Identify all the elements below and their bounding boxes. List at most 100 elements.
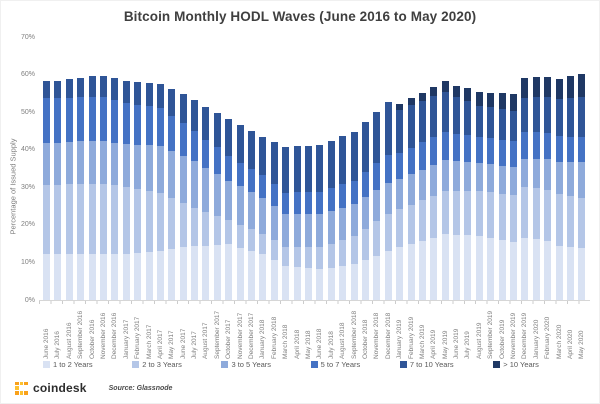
bar-segment bbox=[521, 159, 529, 188]
bar-segment bbox=[327, 211, 335, 244]
stacked-bar bbox=[407, 97, 415, 300]
bar-segment bbox=[498, 165, 506, 194]
bar-segment bbox=[430, 195, 438, 238]
x-axis-label-cell: July 2017 bbox=[191, 304, 198, 359]
stacked-bar bbox=[566, 76, 574, 300]
bar-segment bbox=[304, 192, 312, 215]
bar-segment bbox=[111, 99, 119, 143]
legend-label: 7 to 10 Years bbox=[409, 360, 454, 369]
x-axis-label-cell: April 2018 bbox=[294, 304, 301, 359]
x-axis-label-cell: June 2016 bbox=[43, 304, 50, 359]
coindesk-logo-icon bbox=[15, 381, 28, 395]
x-axis-label: January 2019 bbox=[396, 319, 404, 359]
bar-segment bbox=[566, 76, 574, 99]
stacked-bar bbox=[43, 81, 50, 300]
bar-segment bbox=[510, 241, 518, 300]
logo-pixel bbox=[15, 381, 19, 386]
bar-segment bbox=[282, 146, 290, 193]
stacked-bar bbox=[77, 77, 85, 300]
y-axis-tick-label: 10% bbox=[20, 258, 35, 266]
x-axis-label-cell: March 2017 bbox=[146, 304, 153, 359]
bar-segment bbox=[111, 254, 119, 300]
bar-segment bbox=[134, 144, 142, 190]
stacked-bar bbox=[430, 86, 438, 300]
x-axis-label-cell: August 2016 bbox=[66, 304, 73, 359]
x-axis-label: October 2016 bbox=[88, 319, 96, 359]
bar-segment bbox=[350, 180, 358, 205]
stacked-bar bbox=[532, 77, 540, 300]
bar-segment bbox=[145, 144, 153, 191]
x-axis-label-cell: February 2017 bbox=[134, 304, 141, 359]
bar-segment bbox=[453, 191, 461, 236]
x-axis-label: June 2019 bbox=[453, 328, 461, 359]
x-axis-label-cell: April 2017 bbox=[157, 304, 164, 359]
x-axis-label-cell: February 2018 bbox=[271, 304, 278, 359]
bar-segment bbox=[77, 183, 85, 254]
bar-segment bbox=[384, 102, 392, 155]
x-axis-label: December 2016 bbox=[111, 312, 119, 359]
x-axis-label-cell: September 2018 bbox=[351, 304, 358, 359]
x-axis-label: November 2016 bbox=[99, 312, 107, 359]
bar-segment bbox=[168, 115, 176, 151]
bar-segment bbox=[65, 142, 73, 185]
bar-segment bbox=[327, 243, 335, 268]
x-axis-label-cell: May 2017 bbox=[168, 304, 175, 359]
bar-segment bbox=[350, 236, 358, 265]
bar-segment bbox=[236, 186, 244, 225]
chart-title: Bitcoin Monthly HODL Waves (June 2016 to… bbox=[123, 9, 477, 24]
bar-segment bbox=[361, 259, 369, 300]
x-axis-label: December 2017 bbox=[248, 312, 256, 359]
bar-segment bbox=[168, 150, 176, 198]
x-axis-label: January 2020 bbox=[532, 319, 540, 359]
bar-segment bbox=[555, 136, 563, 162]
bar-segment bbox=[555, 99, 563, 137]
x-axis-label-cell: November 2016 bbox=[100, 304, 107, 359]
bar-segment bbox=[111, 142, 119, 186]
bar-segment bbox=[464, 88, 472, 101]
x-axis-label-cell: February 2019 bbox=[408, 304, 415, 359]
legend-swatch bbox=[221, 361, 229, 368]
bar-segment bbox=[225, 156, 233, 181]
bar-segment bbox=[179, 203, 187, 248]
legend-label: 1 to 2 Years bbox=[53, 360, 93, 369]
bar-segment bbox=[407, 105, 415, 148]
bar-segment bbox=[156, 108, 164, 146]
bar-segment bbox=[487, 164, 495, 193]
x-axis-label-cell: January 2017 bbox=[123, 304, 130, 359]
x-axis-label: March 2019 bbox=[418, 324, 426, 359]
bar-segment bbox=[225, 119, 233, 157]
bar-segment bbox=[77, 141, 85, 184]
bar-segment bbox=[464, 100, 472, 135]
x-axis-label: August 2019 bbox=[475, 322, 483, 359]
bar-segment bbox=[441, 191, 449, 235]
bar-segment bbox=[304, 247, 312, 269]
bar-segment bbox=[578, 136, 586, 163]
bar-segment bbox=[532, 158, 540, 189]
x-axis-label: May 2017 bbox=[168, 330, 176, 359]
stacked-bar bbox=[361, 121, 369, 300]
bar-segment bbox=[350, 264, 358, 300]
bar-segment bbox=[179, 123, 187, 157]
bar-segment bbox=[430, 164, 438, 196]
bar-segment bbox=[304, 214, 312, 248]
x-axis-label: March 2018 bbox=[282, 324, 290, 359]
bar-segment bbox=[407, 204, 415, 245]
bar-segment bbox=[225, 220, 233, 245]
bar-segment bbox=[88, 96, 96, 142]
bar-segment bbox=[532, 188, 540, 240]
bar-segment bbox=[202, 139, 210, 169]
x-axis-label: February 2018 bbox=[270, 316, 278, 359]
y-axis-tick-label: 50% bbox=[20, 108, 35, 116]
bar-segment bbox=[122, 80, 130, 103]
bar-segment bbox=[270, 205, 278, 241]
logo-pixel bbox=[19, 390, 24, 395]
stacked-bar bbox=[475, 92, 483, 300]
bar-segment bbox=[156, 192, 164, 251]
legend-item: 1 to 2 Years bbox=[43, 360, 93, 369]
stacked-bar bbox=[487, 92, 495, 300]
bar-segment bbox=[282, 247, 290, 266]
bar-segment bbox=[156, 145, 164, 193]
bar-segment bbox=[202, 106, 210, 140]
bar-segment bbox=[521, 78, 529, 98]
x-axis-label: November 2019 bbox=[510, 312, 518, 359]
